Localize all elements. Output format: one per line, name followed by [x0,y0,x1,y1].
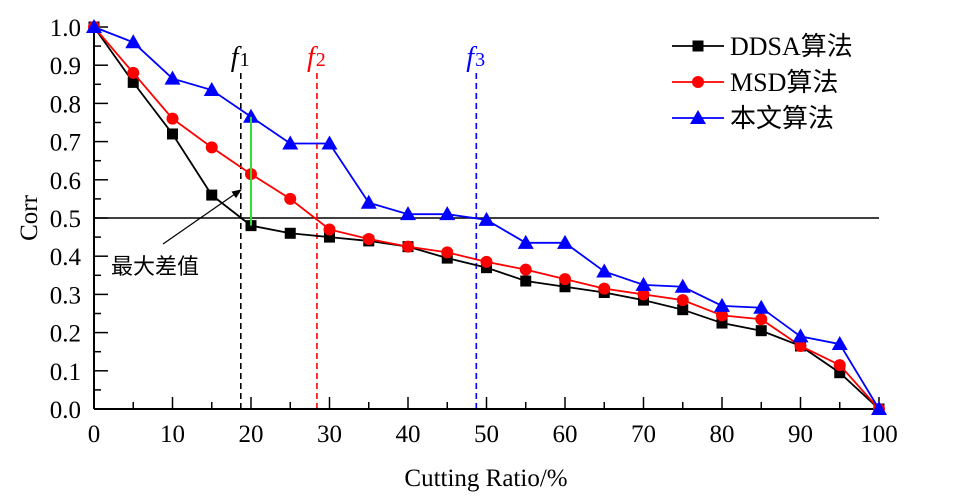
data-point [755,325,767,337]
cutoff-subscript: 2 [316,49,326,71]
data-point [871,401,887,415]
data-point [831,336,848,351]
data-point [480,255,493,268]
data-point [166,112,179,125]
data-point [243,108,259,123]
data-point [127,76,139,88]
data-point [362,233,375,246]
data-point [86,19,102,33]
y-tick-label: 0.7 [50,130,81,157]
x-axis-title: Cutting Ratio/% [404,465,567,492]
data-point [478,211,495,226]
x-tick-label: 0 [88,421,101,448]
y-tick-label: 0.5 [50,206,81,233]
data-point [674,278,691,293]
annotations: 最大差值 [111,116,252,280]
data-point [714,297,730,312]
data-point [324,231,335,243]
legend-label: DDSA算法 [730,32,853,61]
data-point [127,66,140,79]
data-point [441,246,454,259]
data-point [635,276,652,291]
y-tick-label: 0.4 [50,244,82,271]
data-point [520,275,532,287]
cutoff-subscript: 1 [240,49,250,71]
data-point [164,70,181,85]
y-tick-label: 0.1 [50,359,81,386]
x-tick-label: 40 [396,421,421,448]
data-point [321,135,338,150]
data-point [360,194,377,209]
legend-marker [690,110,706,124]
data-point [794,339,807,352]
data-point [206,189,218,201]
x-tick-label: 60 [553,421,578,448]
x-tick-label: 30 [317,421,342,448]
legend-marker [692,76,704,88]
data-point [402,240,414,253]
x-tick-label: 50 [474,421,499,448]
legend-item: 本文算法 [672,104,834,133]
x-tick-label: 90 [788,421,813,448]
data-point [677,304,689,316]
legend-item: MSD算法 [672,68,838,97]
x-tick-label: 20 [239,421,264,448]
data-point [755,313,768,326]
data-point [596,263,613,278]
data-point [203,82,220,97]
x-tick-label: 70 [631,421,656,448]
y-tick-label: 1.0 [50,15,81,42]
data-point [834,367,846,379]
y-tick-label: 0.9 [50,53,81,80]
y-tick-label: 0.8 [50,91,81,118]
data-point [833,359,846,372]
data-point [400,206,416,221]
data-point [557,234,573,249]
series-triangle [86,19,887,415]
data-point [323,223,336,236]
cutoff-subscript: 3 [475,49,485,71]
y-axis-title: Corr [16,194,43,241]
data-point [716,309,728,322]
data-point [517,234,534,249]
data-point [439,206,456,221]
data-point [598,282,611,295]
y-tick-label: 0.3 [50,282,81,309]
y-tick-label: 0.6 [50,168,81,195]
data-point [125,34,142,49]
annotation-arrow [162,189,242,245]
cutoff-label-f2: f2 [307,42,326,73]
data-point [792,328,809,343]
data-point [519,263,532,276]
legend-label: MSD算法 [730,68,838,97]
annotation-max-difference: 最大差值 [111,255,199,280]
data-point [205,141,218,154]
cutoff-label-f1: f1 [231,42,250,73]
data-point [676,294,689,307]
data-point [559,273,571,286]
data-point [753,299,770,314]
cutoff-label-f3: f3 [466,42,485,73]
legend-marker [692,40,704,52]
x-tick-label: 80 [710,421,735,448]
x-tick-label: 100 [860,421,898,448]
data-point [559,281,571,293]
x-tick-label: 10 [160,421,185,448]
y-tick-label: 0.0 [50,397,81,424]
data-point [167,128,178,140]
legend-item: DDSA算法 [672,32,853,61]
legend-label: 本文算法 [730,104,834,133]
axes: 0 10 20 30 40 50 60 70 80 90 100 0.0 0.1 0.2 0.3 0.4 0.5… [50,15,898,448]
data-point [637,288,650,301]
data-point [716,317,728,329]
y-tick-label: 0.2 [50,321,81,348]
data-point [282,135,299,150]
data-point [284,227,296,239]
data-point [284,192,297,205]
